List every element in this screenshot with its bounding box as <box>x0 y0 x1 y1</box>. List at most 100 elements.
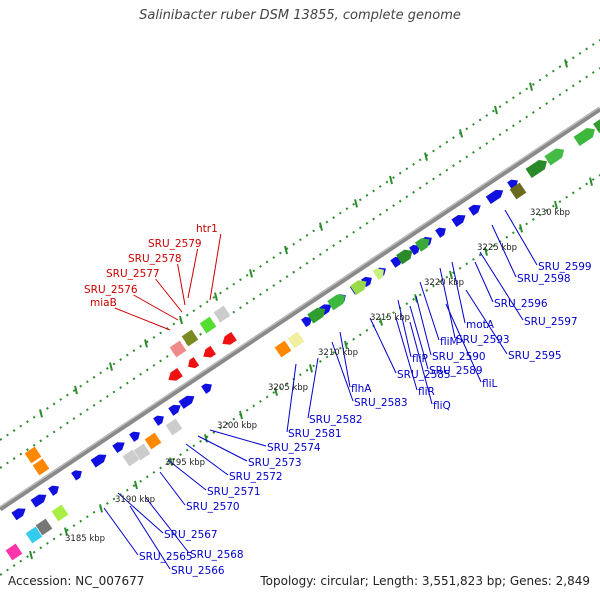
feature-box <box>51 504 69 522</box>
leader-line <box>395 317 418 391</box>
feature-boxes <box>5 182 527 561</box>
feature-box <box>181 329 199 347</box>
scale-tick <box>484 247 488 256</box>
forward-gene-arrow <box>48 485 59 496</box>
scale-tick <box>529 82 533 91</box>
scale-tick <box>589 177 593 186</box>
reverse-gene-label: SRU_2578 <box>128 253 182 265</box>
scale-tick <box>389 175 393 185</box>
forward-gene-label: SRU_2585 <box>397 369 451 381</box>
leader-line <box>209 429 267 447</box>
flagellar-gene-arrow <box>327 294 346 311</box>
scale-tick <box>379 317 383 326</box>
forward-gene-label: SRU_2570 <box>186 501 240 513</box>
reverse-gene-arrow <box>222 331 237 345</box>
leader-line <box>439 267 456 339</box>
leader-line <box>445 303 482 383</box>
leader-line <box>286 363 297 433</box>
scale-label: 3230 kbp <box>530 208 570 218</box>
scale-tick <box>214 292 218 301</box>
scale-tick <box>519 224 523 233</box>
scale-tick <box>74 385 78 395</box>
forward-gene-arrow <box>178 395 195 409</box>
forward-gene-label: SRU_2589 <box>429 365 483 377</box>
scale-tick <box>99 504 103 513</box>
forward-gene-arrow <box>485 189 504 205</box>
scale-tick <box>204 434 208 443</box>
feature-box <box>25 526 43 544</box>
scale-tick <box>414 294 418 303</box>
forward-gene-label: fliP <box>412 353 428 365</box>
feature-box <box>165 418 183 436</box>
leader-line <box>129 505 171 570</box>
reverse-gene-label: SRU_2579 <box>148 238 202 250</box>
scale-label: 3210 kbp <box>318 348 358 358</box>
leader-line <box>117 492 164 534</box>
leader-line <box>133 294 179 321</box>
leader-line <box>185 443 229 476</box>
forward-gene-label: SRU_2596 <box>494 298 548 310</box>
leader-line <box>307 357 319 419</box>
leader-line <box>491 224 517 278</box>
reverse-gene-arrow <box>168 367 183 381</box>
forward-gene-arrow <box>201 383 212 394</box>
forward-gene-label: SRU_2583 <box>354 397 408 409</box>
scale-label: 3205 kbp <box>268 383 308 393</box>
leader-line <box>209 233 222 301</box>
scale-tick <box>134 480 138 490</box>
forward-gene-label: SRU_2574 <box>267 442 321 454</box>
scale-tick <box>249 269 253 278</box>
forward-gene-label: fliM <box>440 336 459 348</box>
forward-gene-arrow <box>153 415 164 426</box>
scale-label: 3190 kbp <box>115 495 155 505</box>
forward-gene-arrow <box>468 204 481 216</box>
outer-dotted-ring <box>0 39 600 441</box>
leader-line <box>415 295 432 356</box>
forward-gene-label: SRU_2571 <box>207 486 261 498</box>
forward-gene-label: fliR <box>418 386 435 398</box>
flagellar-gene-arrow <box>525 159 547 178</box>
scale-tick <box>239 410 243 420</box>
gene-labels: htr1 SRU_2579 SRU_2578 SRU_2577 SRU_2576miaB… <box>84 223 592 577</box>
flagellar-gene-arrow <box>307 307 326 324</box>
forward-gene-arrow <box>11 508 26 521</box>
flagellar-gene-arrow <box>350 280 367 295</box>
leader-line <box>369 317 397 374</box>
leader-line <box>504 209 538 266</box>
scale-label: 3200 kbp <box>217 421 257 431</box>
scale-tick <box>354 199 358 208</box>
scale-tick <box>109 362 113 371</box>
forward-strand-genes <box>11 118 600 521</box>
leader-line <box>197 435 248 462</box>
scale-tick <box>29 550 33 560</box>
genome-backbone <box>0 106 600 512</box>
feature-box <box>133 443 151 461</box>
scale-tick <box>554 200 558 210</box>
forward-gene-label: SRU_2595 <box>508 350 562 362</box>
leader-line <box>155 278 183 313</box>
leader-line <box>474 261 494 303</box>
reverse-gene-label: SRU_2577 <box>106 268 160 280</box>
forward-gene-label: motA <box>466 319 495 331</box>
leader-line <box>479 251 524 321</box>
leader-line <box>159 471 186 506</box>
leader-line <box>419 281 440 341</box>
reverse-gene-label: SRU_2576 <box>84 284 138 296</box>
label-leader-lines <box>103 209 538 570</box>
feature-box <box>5 543 23 561</box>
forward-gene-label: SRU_2582 <box>309 414 363 426</box>
feature-box <box>144 432 162 450</box>
reverse-gene-label: htr1 <box>196 223 218 235</box>
scale-tick <box>564 59 568 68</box>
leader-line <box>187 248 199 299</box>
scale-label: 3195 kbp <box>165 458 205 468</box>
feature-box <box>199 316 217 334</box>
reverse-gene-arrow <box>188 357 200 369</box>
scale-tick <box>424 152 428 161</box>
leader-line <box>409 321 433 405</box>
reverse-gene-label: miaB <box>90 297 117 309</box>
feature-box <box>287 331 305 349</box>
flagellar-gene-arrow <box>593 118 600 133</box>
forward-gene-label: SRU_2598 <box>517 273 571 285</box>
feature-box <box>169 340 187 358</box>
